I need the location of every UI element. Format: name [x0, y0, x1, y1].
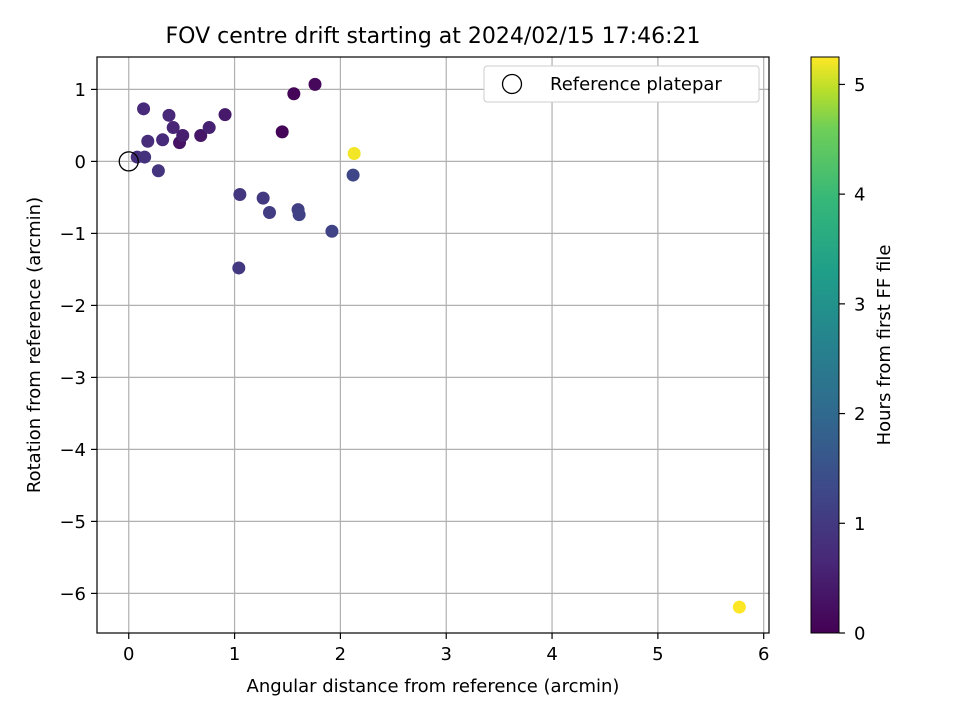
- x-tick-label: 1: [229, 644, 240, 665]
- scatter-point: [292, 208, 306, 222]
- legend: Reference platepar: [483, 65, 760, 103]
- scatter-point: [347, 146, 361, 160]
- y-tick-label: 0: [75, 152, 86, 173]
- scatter-point: [256, 191, 270, 205]
- y-tick-label: −3: [59, 368, 86, 389]
- scatter-point: [176, 128, 190, 142]
- colorbar-tick-label: 2: [854, 404, 865, 425]
- x-tick-label: 5: [652, 644, 663, 665]
- scatter-point: [138, 150, 152, 164]
- colorbar-tick-label: 5: [854, 75, 865, 96]
- scatter-point: [162, 108, 176, 122]
- scatter-point: [346, 168, 360, 182]
- x-tick-label: 2: [335, 644, 346, 665]
- chart-title: FOV centre drift starting at 2024/02/15 …: [166, 24, 701, 49]
- colorbar-ticks: 0 1 2 3 4 5: [839, 75, 865, 645]
- colorbar-tick-label: 1: [854, 514, 865, 535]
- scatter-point: [141, 134, 155, 148]
- scatter-point: [308, 77, 322, 91]
- y-tick-label: 1: [75, 80, 86, 101]
- y-tick-label: −4: [59, 440, 86, 461]
- reference-platepar-marker: [118, 151, 139, 172]
- data-points: [130, 77, 746, 614]
- scatter-point: [194, 128, 208, 142]
- x-axis-ticks: 0 1 2 3 4 5 6: [123, 633, 769, 665]
- x-tick-label: 6: [758, 644, 769, 665]
- legend-open-circle-icon: [501, 73, 523, 95]
- colorbar-tick-label: 0: [854, 624, 865, 645]
- colorbar-tick-label: 3: [854, 294, 865, 315]
- scatter-point: [151, 164, 165, 178]
- scatter-point: [325, 224, 339, 238]
- scatter-point: [218, 108, 232, 122]
- scatter-point: [202, 121, 216, 135]
- scatter-point: [262, 206, 276, 220]
- scatter-point: [137, 102, 151, 116]
- colorbar: [810, 56, 840, 634]
- y-tick-label: −2: [59, 296, 86, 317]
- scatter-point: [232, 261, 246, 275]
- y-tick-label: −6: [59, 584, 86, 605]
- scatter-point: [233, 188, 247, 202]
- x-tick-label: 4: [546, 644, 557, 665]
- scatter-point: [275, 125, 289, 139]
- y-tick-label: −5: [59, 512, 86, 533]
- y-tick-label: −1: [59, 224, 86, 245]
- y-axis-label: Rotation from reference (arcmin): [24, 197, 45, 493]
- legend-box: [483, 65, 760, 103]
- scatter-point: [732, 600, 746, 614]
- colorbar-tick-label: 4: [854, 185, 865, 206]
- grid-lines: [97, 57, 769, 633]
- x-axis-label: Angular distance from reference (arcmin): [247, 676, 620, 697]
- y-axis-ticks: 1 0 −1 −2 −3 −4 −5 −6: [59, 80, 97, 605]
- legend-label: Reference platepar: [550, 74, 722, 95]
- plot-frame: [96, 56, 770, 634]
- scatter-point: [287, 87, 301, 101]
- x-tick-label: 0: [123, 644, 134, 665]
- scatter-point: [156, 133, 170, 147]
- scatter-point: [166, 121, 180, 135]
- x-tick-label: 3: [441, 644, 452, 665]
- colorbar-label: Hours from first FF file: [874, 245, 895, 446]
